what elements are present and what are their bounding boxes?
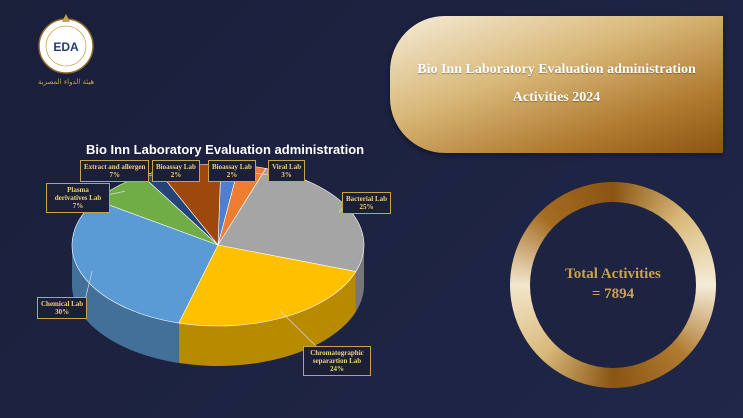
label-plasma-lab: Plasma derivatives Lab 7% xyxy=(46,183,110,213)
total-label: Total Activities xyxy=(565,266,661,282)
chart-title: Bio Inn Laboratory Evaluation administra… xyxy=(86,142,365,157)
leader-line-3 xyxy=(280,310,319,349)
pie-side-walls xyxy=(72,245,364,366)
label-viral-lab: Viral Lab 3% xyxy=(268,160,306,182)
label-bioassay-lab-blue: Bioassay Lab 2% xyxy=(208,160,256,182)
title-banner: Bio Inn Laboratory Evaluation administra… xyxy=(390,16,723,153)
label-chemical-lab: Chemical Lab 30% xyxy=(37,297,88,319)
label-chromatographic-lab: Chromatographic separartion Lab 24% xyxy=(303,346,371,376)
pie-side-3 xyxy=(178,271,356,366)
total-ring xyxy=(510,182,716,388)
banner-subtitle: Activities 2024 xyxy=(512,90,601,105)
label-extract-allergen: Extract and allergen 7% xyxy=(80,160,150,182)
label-bioassay-lab-dark: Bioassay Lab 2% xyxy=(152,160,200,182)
label-bacterial-lab: Bacterial Lab 25% xyxy=(342,192,392,214)
pie-side-2 xyxy=(355,245,364,312)
pie-slices xyxy=(71,163,365,327)
logo-text: EDA xyxy=(53,40,79,54)
banner-title: Bio Inn Laboratory Evaluation administra… xyxy=(417,62,696,77)
total-value: = 7894 xyxy=(591,286,635,302)
eda-logo: EDA هيئة الدواء المصرية xyxy=(38,14,95,86)
pie-side-4 xyxy=(72,245,179,364)
svg-text:هيئة الدواء المصرية: هيئة الدواء المصرية xyxy=(38,78,95,86)
pie-slice-4 xyxy=(71,199,219,324)
leader-line-4 xyxy=(84,270,93,301)
